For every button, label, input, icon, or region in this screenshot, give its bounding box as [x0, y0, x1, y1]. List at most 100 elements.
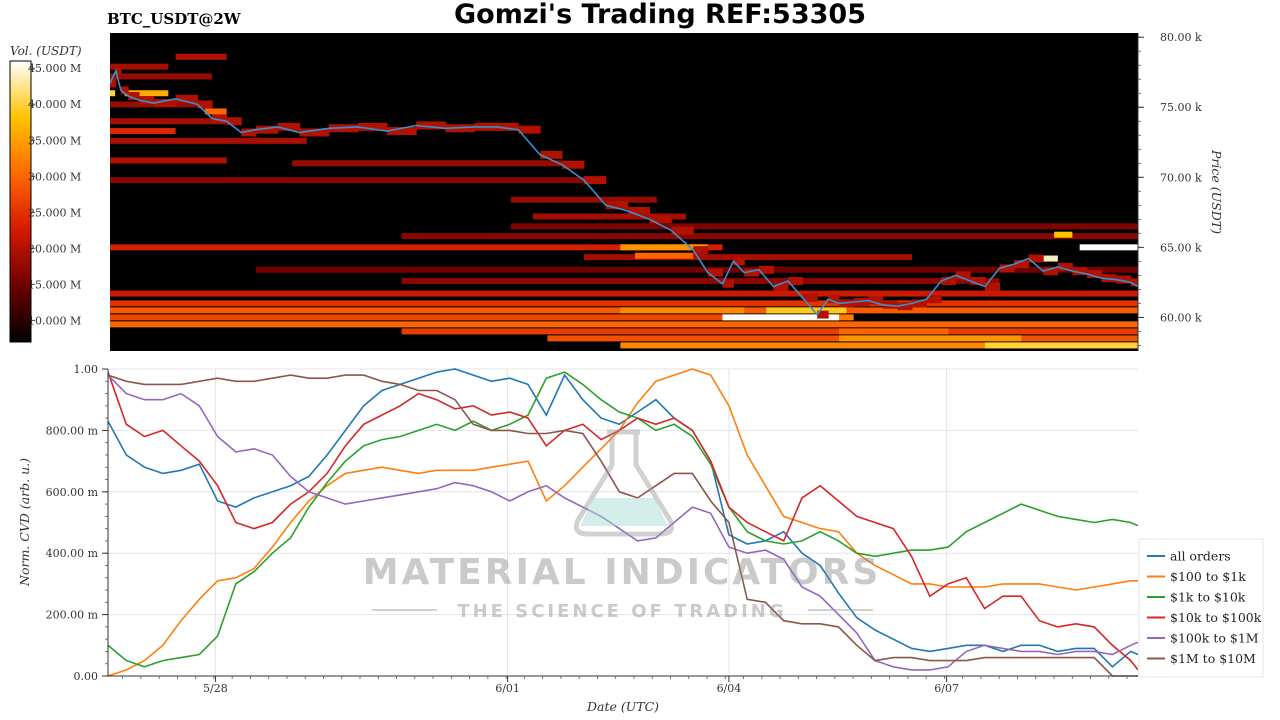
- heatmap-band: [110, 290, 1138, 297]
- ticker-label: BTC_USDT@2W: [107, 10, 241, 28]
- heatmap-price-trail: [387, 127, 417, 136]
- heatmap-hotspot: [110, 90, 116, 97]
- heatmap-price-trail: [773, 282, 789, 291]
- heatmap-hotspot: [1054, 231, 1073, 238]
- heatmap-price-trail: [817, 310, 829, 319]
- heatmap-price-trail: [722, 279, 734, 288]
- heatmap-price-trail: [255, 125, 279, 134]
- heatmap-price-trail: [226, 117, 242, 126]
- cvd-y-tick-label: 800.00 m: [46, 424, 99, 437]
- heatmap-price-trail: [605, 201, 629, 210]
- heatmap-price-trail: [941, 276, 957, 285]
- chart-title: Gomzi's Trading REF:53305: [453, 0, 866, 30]
- heatmap-price-trail: [197, 100, 213, 109]
- price-tick-label: 70.00 k: [1160, 171, 1202, 184]
- cvd-series-line: [108, 368, 1138, 677]
- heatmap-band: [110, 128, 176, 135]
- colorbar-tick-label: 35.000 M: [28, 134, 81, 147]
- heatmap-price-trail: [518, 125, 541, 134]
- heatmap-price-trail: [744, 268, 760, 277]
- colorbar-tick-label: 10.000 M: [28, 314, 81, 327]
- cvd-x-axis-title: Date (UTC): [586, 699, 659, 714]
- flask-liquid-icon: [580, 498, 668, 526]
- heatmap-price-trail: [1072, 267, 1088, 276]
- heatmap-hotspot: [124, 90, 169, 97]
- legend-label: $10k to $100k: [1170, 610, 1262, 625]
- colorbar-tick-label: 20.000 M: [28, 242, 81, 255]
- cvd-y-tick-label: 400.00 m: [46, 547, 99, 560]
- heatmap-hotspot: [620, 244, 708, 251]
- cvd-series-line: [108, 371, 1138, 671]
- heatmap-band: [110, 157, 227, 164]
- cvd-x-tick-label: 6/04: [717, 682, 742, 695]
- heatmap-price-trail: [277, 122, 301, 131]
- heatmap-hotspot: [1043, 255, 1058, 262]
- heatmap-price-trail: [758, 265, 774, 274]
- heatmap-price-trail: [984, 282, 1000, 291]
- heatmap-price-trail: [1130, 278, 1138, 287]
- cvd-series-group: [108, 368, 1138, 677]
- heatmap-price-trail: [955, 271, 971, 280]
- heatmap-price-trail: [110, 79, 117, 88]
- cvd-panel: 1.00 800.00 m 600.00 m 400.00 m 200.00 m 0.00…: [17, 363, 1138, 714]
- heatmap-price-trail: [496, 122, 519, 131]
- heatmap-hotspot: [984, 342, 1138, 349]
- cvd-y-tick-label: 200.00 m: [46, 609, 99, 622]
- heatmap-price-trail: [627, 206, 651, 215]
- legend-box: [1138, 538, 1264, 678]
- heatmap-panel: 80.00 k 75.00 k 70.00 k 65.00 k 60.00 k Price…: [110, 31, 1224, 351]
- heatmap-price-trail: [1043, 267, 1059, 276]
- heatmap-hotspot: [1079, 244, 1138, 251]
- price-line: [110, 68, 1138, 316]
- heatmap-band: [620, 342, 1138, 349]
- heatmap-price-trail: [562, 160, 585, 169]
- colorbar-tick-label: 40.000 M: [28, 98, 81, 111]
- heatmap-band: [292, 160, 563, 167]
- price-axis-title: Price (USDT): [1209, 149, 1224, 234]
- legend-label: all orders: [1170, 549, 1231, 564]
- heatmap-price-trail: [1014, 260, 1030, 269]
- heatmap-price-trail: [120, 86, 129, 95]
- heatmap-hotspot: [722, 314, 840, 321]
- heatmap-price-trail: [139, 96, 155, 105]
- cvd-series-line: [108, 371, 1138, 668]
- heatmap-band: [583, 254, 912, 261]
- heatmap-price-trail: [671, 226, 694, 235]
- heatmap-background: [110, 33, 1138, 351]
- heatmap-price-trail: [175, 94, 198, 103]
- heatmap-band: [401, 328, 1138, 335]
- heatmap-price-trail: [1028, 254, 1044, 263]
- heatmap-price-trail: [788, 276, 804, 285]
- heatmap-price-trail: [357, 122, 388, 131]
- heatmap-band: [110, 63, 169, 70]
- heatmap-price-trail: [1057, 262, 1073, 271]
- legend-label: $1M to $10M: [1170, 651, 1256, 666]
- heatmap-price-trail: [693, 246, 709, 255]
- cvd-y-tick-label: 1.00: [74, 363, 99, 376]
- heatmap-price-trail: [911, 299, 928, 308]
- legend-label: $100k to $1M: [1170, 631, 1259, 646]
- heatmap-price-trail: [649, 215, 672, 224]
- heatmap-price-trail: [926, 295, 942, 304]
- heatmap-price-trail: [583, 176, 607, 185]
- cvd-y-tick-label: 600.00 m: [46, 486, 99, 499]
- heatmap-band: [110, 314, 730, 321]
- heatmap-band: [110, 177, 599, 184]
- legend-label: $1k to $10k: [1170, 590, 1246, 605]
- heatmap-price-trail: [416, 121, 446, 130]
- heatmap-price-trail: [733, 257, 745, 266]
- colorbar: 45.000 M 40.000 M 35.000 M 30.000 M 25.000 M…: [9, 60, 81, 343]
- heatmap-band: [510, 196, 657, 203]
- price-tick-label: 60.00 k: [1160, 311, 1202, 324]
- heatmap-band: [401, 233, 1138, 240]
- cvd-series-line: [108, 368, 1138, 668]
- heatmap-band: [110, 244, 723, 251]
- cvd-x-tick-label: 6/01: [495, 682, 520, 695]
- cvd-x-tick-label: 5/28: [203, 682, 228, 695]
- cvd-series-line: [108, 374, 1138, 671]
- cvd-y-axis-title: Norm. CVD (arb. u.): [17, 458, 32, 587]
- heatmap-band: [532, 213, 686, 220]
- colorbar-title: Vol. (USDT): [10, 44, 82, 58]
- colorbar-tick-label: 25.000 M: [28, 206, 81, 219]
